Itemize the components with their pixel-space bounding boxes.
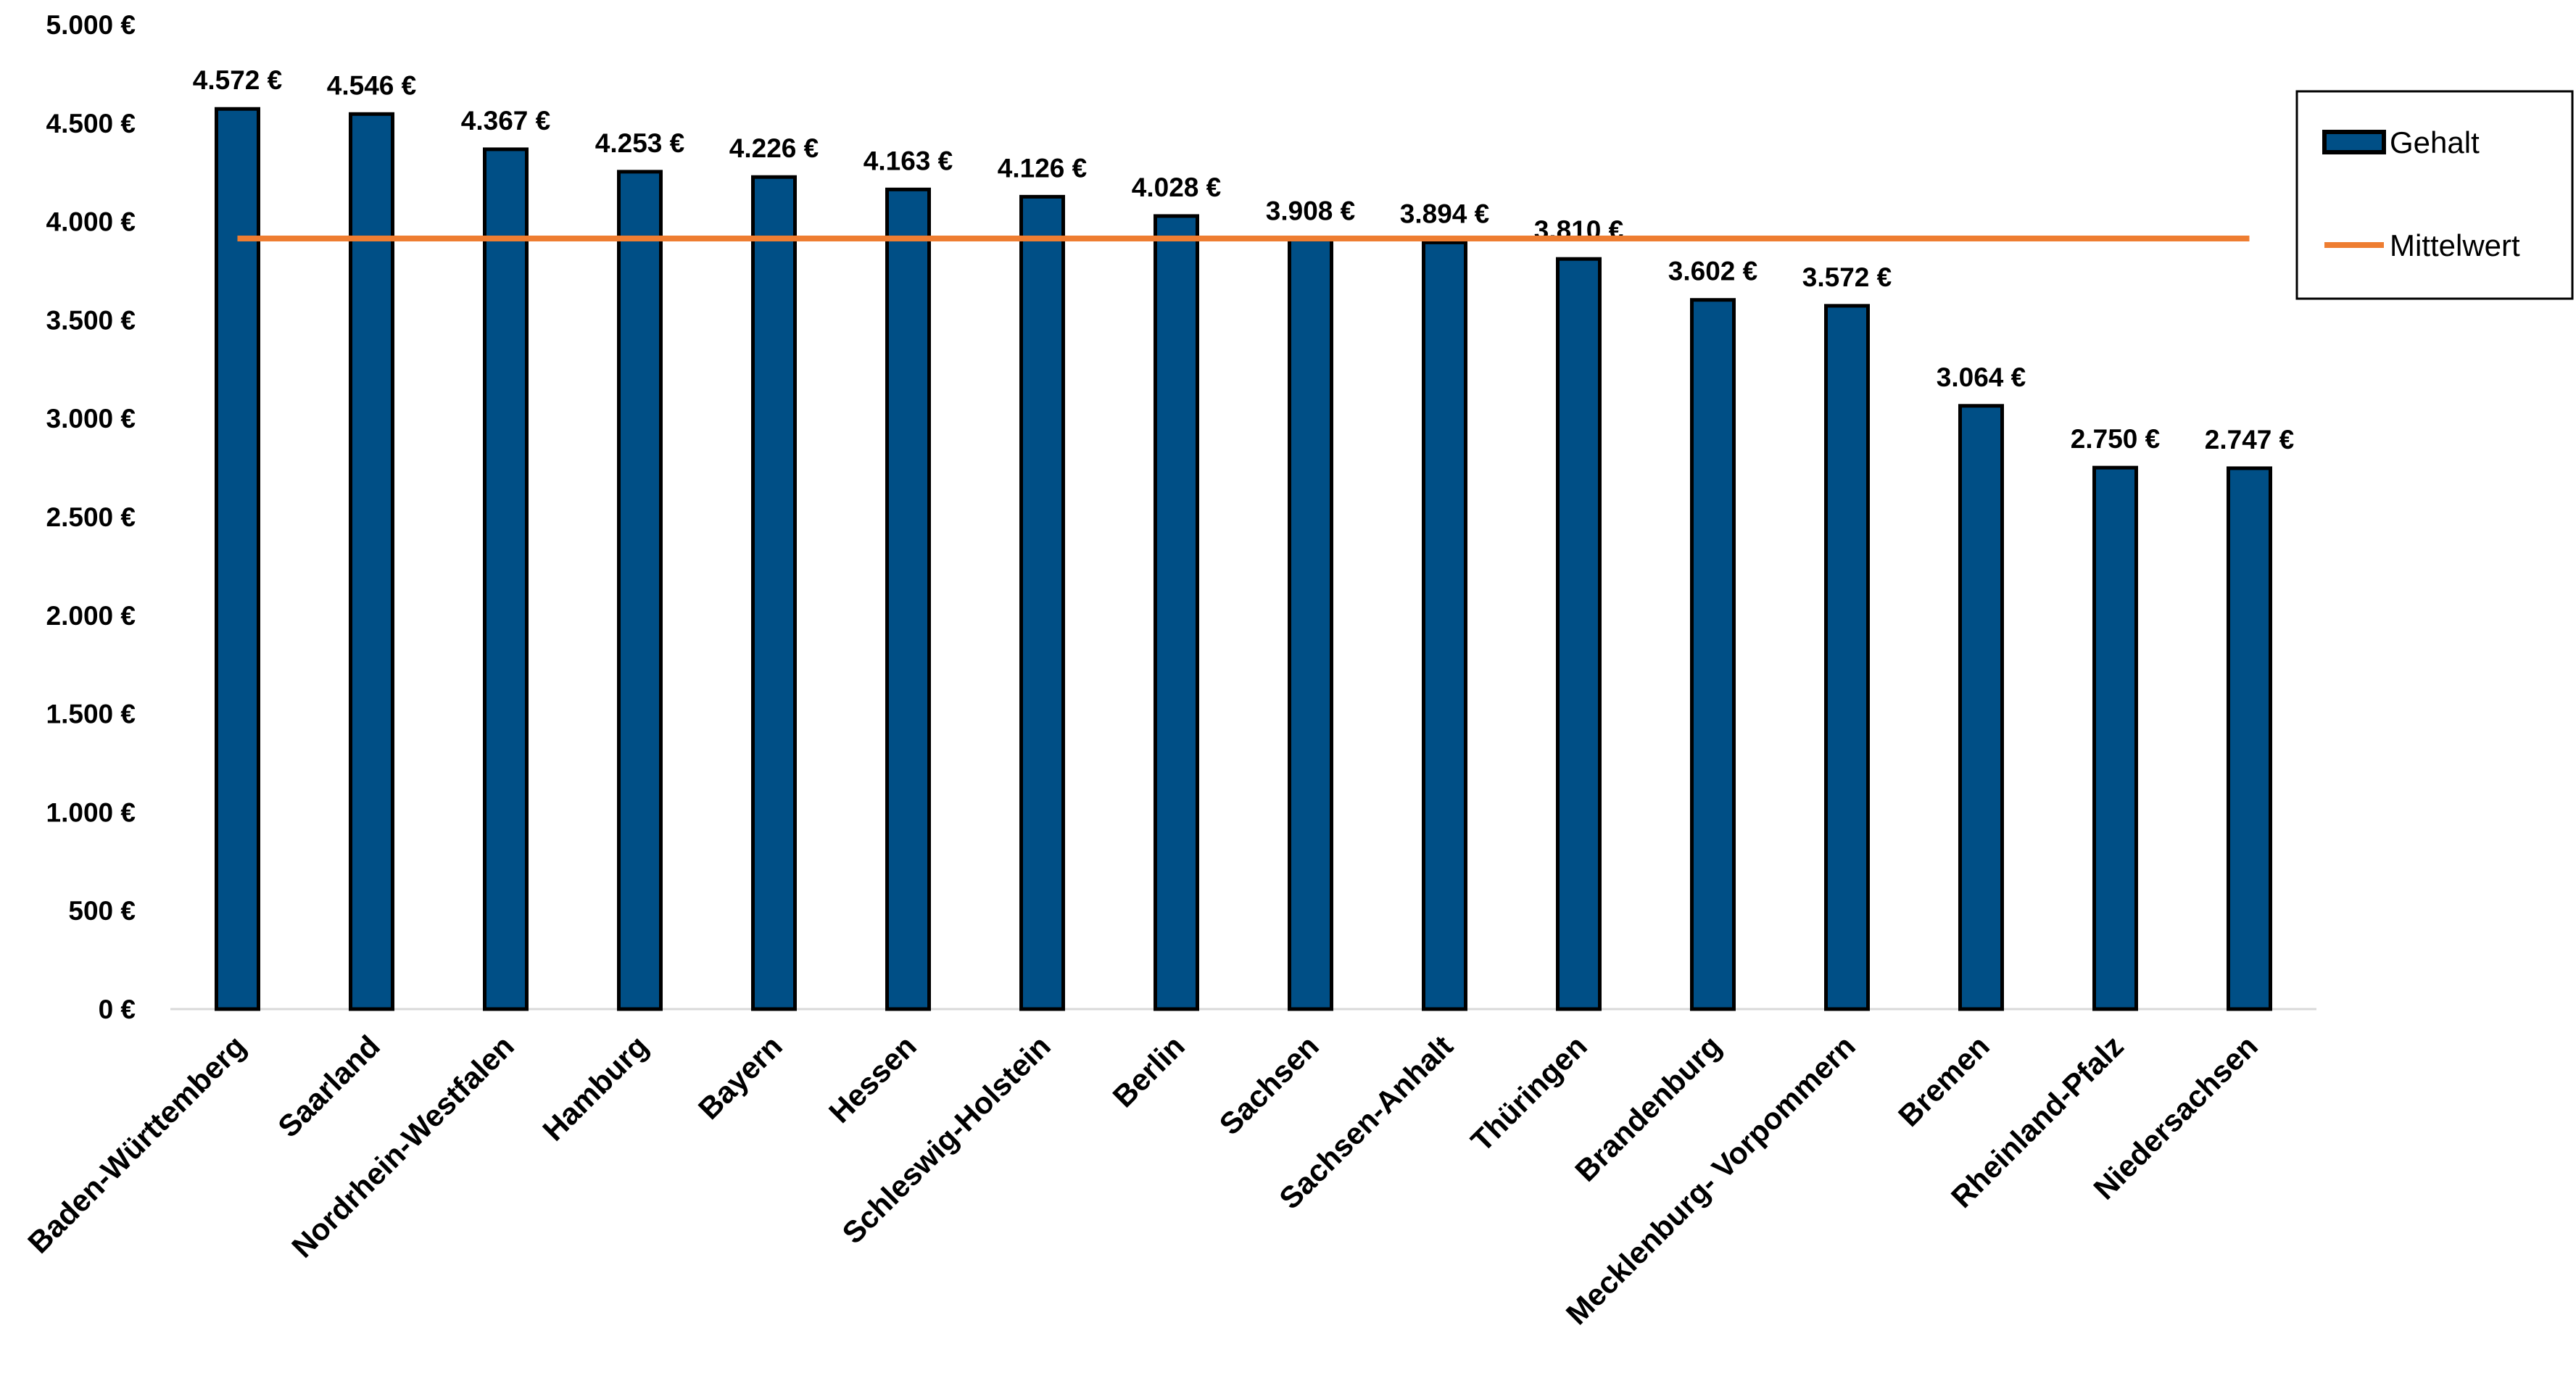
y-tick-label: 4.000 €: [46, 207, 136, 237]
bar: [1690, 298, 1736, 1011]
y-tick-label: 1.500 €: [46, 700, 136, 729]
data-label: 3.894 €: [1400, 199, 1489, 228]
category-label: Berlin: [1106, 1029, 1190, 1113]
bar: [1422, 240, 1467, 1011]
y-tick-label: 4.500 €: [46, 109, 136, 138]
bar: [1154, 214, 1199, 1011]
category-label: Thüringen: [1464, 1029, 1593, 1158]
data-label: 4.163 €: [864, 146, 953, 175]
bar: [885, 187, 931, 1011]
bar: [617, 170, 663, 1011]
y-tick-label: 5.000 €: [46, 10, 136, 40]
bar: [215, 107, 260, 1011]
category-label: Bremen: [1892, 1029, 1996, 1133]
bar: [2092, 465, 2138, 1011]
bar: [1019, 194, 1065, 1011]
y-tick-label: 500 €: [68, 896, 136, 926]
bar: [1824, 304, 1870, 1011]
y-tick-label: 3.500 €: [46, 305, 136, 335]
y-tick-label: 2.500 €: [46, 502, 136, 532]
bar: [1288, 238, 1333, 1011]
bar: [751, 175, 797, 1011]
legend-label-mittelwert: Mittelwert: [2390, 228, 2520, 262]
data-label: 4.126 €: [998, 153, 1087, 183]
legend-bar-swatch: [2322, 130, 2386, 154]
category-label: Mecklenburg- Vorpommern: [1560, 1029, 1862, 1331]
y-tick-label: 2.000 €: [46, 601, 136, 631]
bar: [2227, 466, 2272, 1011]
legend-box: [2295, 90, 2574, 300]
data-label: 4.546 €: [327, 70, 416, 100]
data-label: 2.747 €: [2205, 425, 2294, 455]
category-label: Saarland: [271, 1029, 386, 1144]
y-tick-label: 0 €: [99, 995, 136, 1024]
data-label: 3.908 €: [1266, 196, 1355, 226]
data-label: 3.572 €: [1802, 262, 1892, 292]
y-tick-label: 3.000 €: [46, 404, 136, 434]
data-label: 3.602 €: [1668, 257, 1757, 286]
data-label: 4.226 €: [729, 133, 819, 163]
data-label: 3.064 €: [1937, 362, 2026, 392]
data-label: 4.253 €: [595, 128, 684, 158]
bar: [483, 147, 529, 1011]
category-label: Hessen: [822, 1029, 923, 1129]
data-label: 2.750 €: [2071, 424, 2160, 454]
legend-label-gehalt: Gehalt: [2390, 125, 2480, 159]
bar: [1958, 404, 2004, 1011]
data-label: 4.367 €: [461, 106, 550, 136]
bar: [1556, 257, 1602, 1011]
category-label: Baden-Württemberg: [21, 1029, 252, 1260]
category-label: Bayern: [692, 1029, 789, 1126]
category-label: Nordrhein-Westfalen: [285, 1029, 521, 1264]
category-label: Hamburg: [536, 1029, 655, 1148]
bar: [349, 112, 394, 1011]
category-label: Sachsen: [1212, 1029, 1325, 1141]
data-label: 4.572 €: [193, 65, 282, 95]
y-tick-label: 1.000 €: [46, 797, 136, 827]
data-label: 4.028 €: [1132, 173, 1221, 202]
